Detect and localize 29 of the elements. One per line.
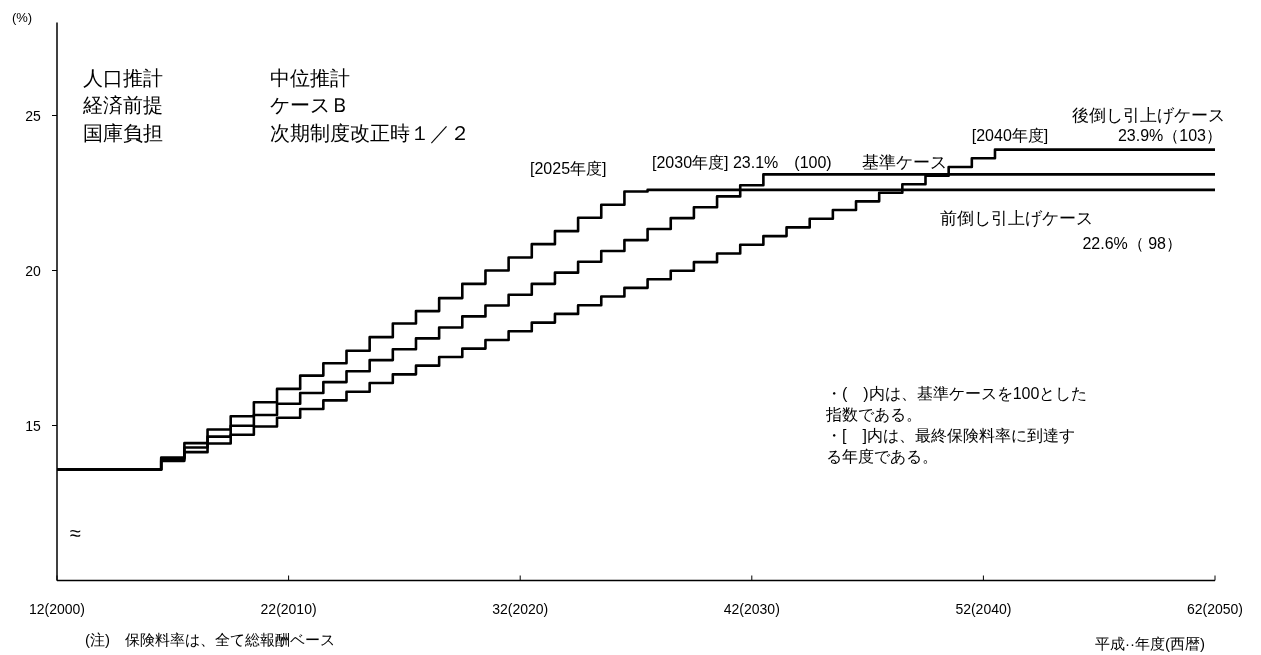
series-label: 基準ケース [862, 153, 947, 172]
series-label: 後倒し引上げケース [1072, 106, 1225, 125]
xlabel: 平成··年度(西暦) [1095, 635, 1205, 652]
annotation: 中位推計 [270, 67, 350, 89]
annotation: [2030年度] 23.1% (100) [652, 154, 832, 171]
series-label: 前倒し引上げケース [940, 209, 1093, 228]
xtick: 62(2050) [1187, 601, 1243, 617]
xtick: 42(2030) [723, 601, 780, 617]
ytick: 20 [25, 262, 41, 279]
ytick: 25 [25, 107, 41, 124]
xtick: 32(2020) [492, 601, 549, 617]
annotation: ≈ [70, 522, 81, 544]
annotation: [2025年度] [530, 160, 607, 177]
xtick: 22(2010) [260, 601, 317, 617]
annotation: 国庫負担 [83, 122, 163, 144]
annotation: 22.6%（ 98） [1082, 235, 1182, 252]
ylabel: (%) [11, 10, 33, 25]
annotation: 次期制度改正時１／２ [270, 122, 470, 144]
xtick: 12(2000) [29, 601, 85, 617]
annotation: 人口推計 [83, 67, 163, 89]
annotation: [2040年度] [971, 127, 1049, 144]
ytick: 15 [25, 417, 41, 434]
annotation: 経済前提 [83, 94, 163, 116]
annotation: ケースＢ [270, 94, 350, 116]
annotation: (注) 保険料率は、全て総報酬ベース [85, 631, 335, 648]
annotation: 23.9%（103） [1117, 127, 1222, 144]
annotation: ・[ ]内は、最終保険料率に到達する年度である。 [826, 426, 1076, 467]
xtick: 52(2040) [955, 601, 1012, 617]
annotation: ・( )内は、基準ケースを100とした指数である。 [826, 384, 1088, 425]
